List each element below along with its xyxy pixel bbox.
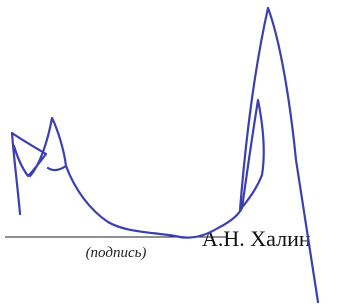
- page: {"signature": {"name": "А.Н. Халин", "ca…: [0, 0, 361, 307]
- handwritten-signature: [12, 8, 318, 302]
- signer-name: А.Н. Халин: [202, 226, 311, 251]
- signature-caption: (подпись): [86, 245, 147, 261]
- signature-block: (подпись) А.Н. Халин: [0, 0, 361, 307]
